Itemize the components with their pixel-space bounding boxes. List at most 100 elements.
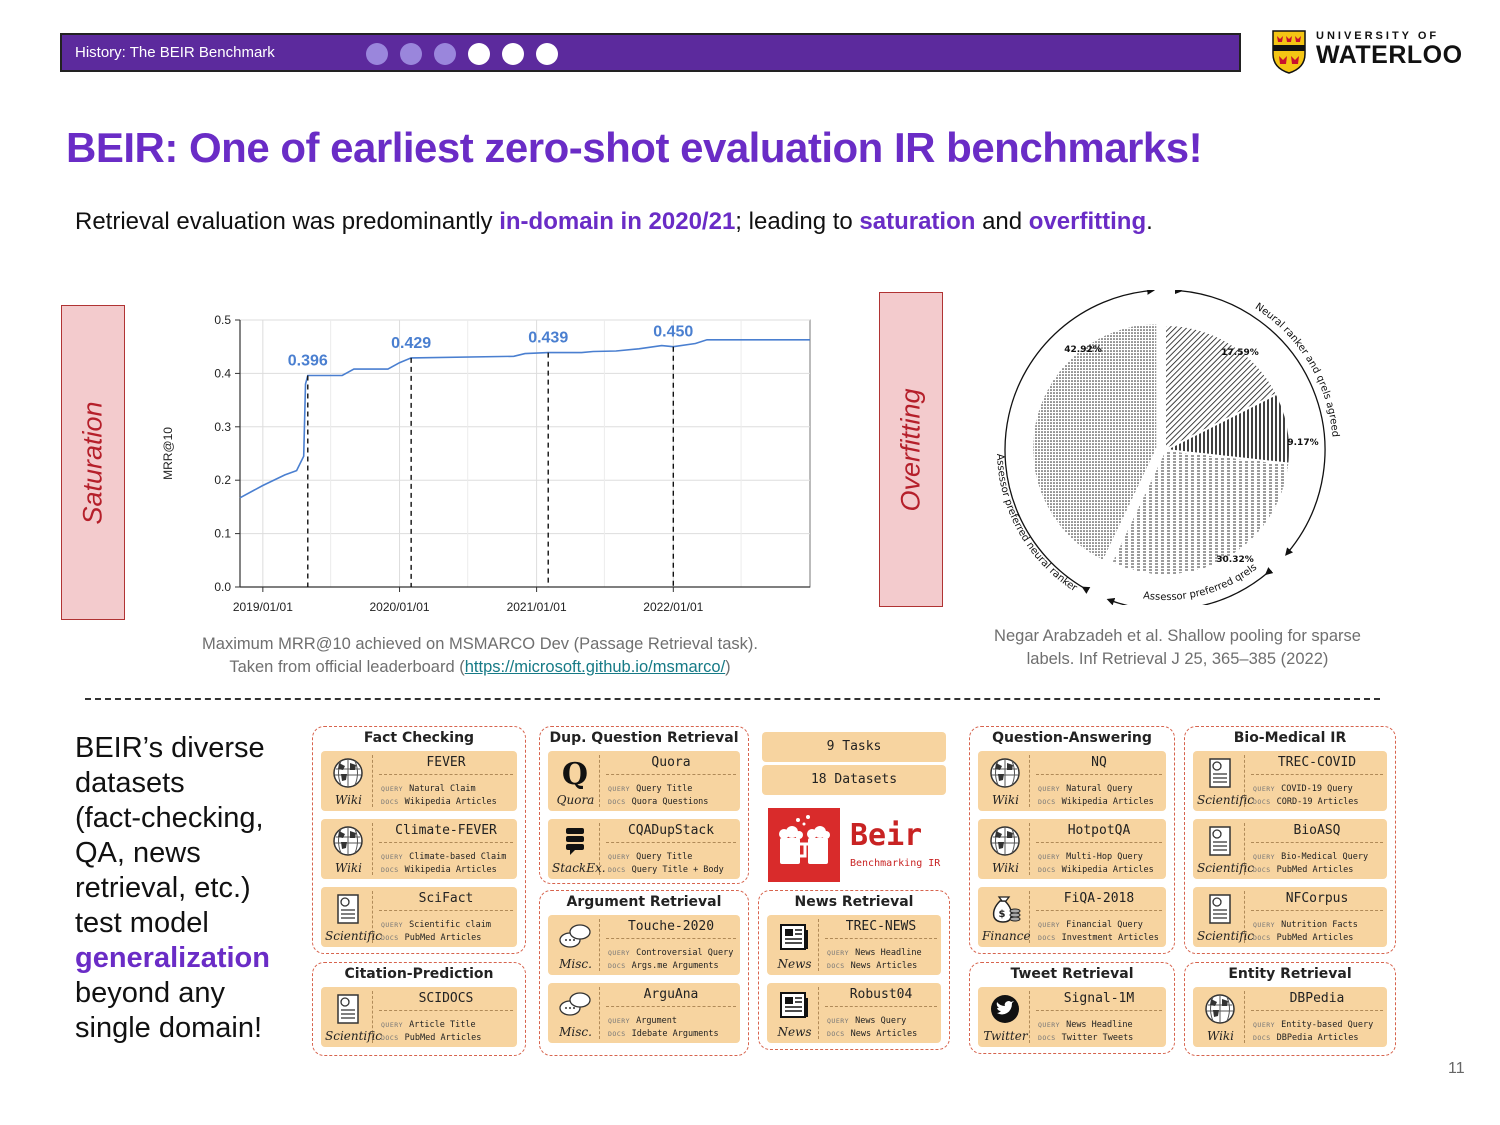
docs-tag: DOCS	[608, 962, 626, 970]
dataset-query: QUERY Natural Claim	[381, 784, 515, 794]
university-logo: UNIVERSITY OF WATERLOO	[1272, 28, 1472, 78]
dataset-name: Touche-2020	[606, 919, 736, 939]
x-tick-label: 2021/01/01	[507, 600, 567, 614]
dataset-query: QUERY Natural Query	[1038, 784, 1164, 794]
progress-dot	[434, 43, 456, 65]
dataset-source-label: Scientific	[1197, 861, 1254, 875]
dataset-group: News Retrieval News TREC-NEWS QUERY News Hea…	[758, 890, 950, 1050]
dataset-query: QUERY Climate-based Claim	[381, 852, 515, 862]
subtitle-text: Retrieval evaluation was predominantly	[75, 208, 500, 235]
dataset-name: TREC-NEWS	[825, 919, 937, 939]
query-value: Natural Query	[1066, 784, 1133, 794]
x-tick-label: 2019/01/01	[233, 600, 293, 614]
query-value: News Headline	[855, 948, 922, 958]
y-tick-label: 0.0	[214, 580, 231, 594]
dataset-source: Scientific	[1197, 755, 1254, 807]
section-divider	[85, 698, 1380, 700]
query-tag: QUERY	[1253, 853, 1276, 861]
dataset-group: Dup. Question Retrieval Q Quora Quora QUERY Q…	[539, 726, 749, 884]
dataset-group: Question-Answering Wiki NQ QUERY Natural Que…	[969, 726, 1175, 954]
docs-tag: DOCS	[827, 962, 845, 970]
dataset-name: DBPedia	[1251, 991, 1383, 1011]
query-tag: QUERY	[1038, 853, 1061, 861]
pooling-pie-chart: 17.59%9.17%30.32%42.92%Neural ranker and…	[994, 290, 1341, 605]
svg-text:$: $	[999, 909, 1006, 920]
docs-value: Investment Articles	[1061, 933, 1159, 943]
overfitting-box: Overfitting	[879, 292, 943, 607]
dataset-query: QUERY Scientific claim	[381, 920, 515, 930]
dataset-card: StackEx. CQADupStack QUERY Query Title DOCS Q…	[548, 819, 740, 879]
dataset-card: Wiki HotpotQA QUERY Multi-Hop Query DOCS Wiki…	[978, 819, 1166, 879]
chart-caption-line: Maximum MRR@10 achieved on MSMARCO Dev (…	[202, 635, 758, 653]
dataset-source-label: Scientific	[325, 1029, 382, 1043]
dataset-group: Citation-Prediction Scientific SCIDOCS QUER…	[312, 962, 526, 1056]
docs-value: Wikipedia Articles	[404, 865, 497, 875]
progress-dots	[366, 43, 558, 65]
docs-value: Args.me Arguments	[631, 961, 719, 971]
docs-value: Wikipedia Articles	[1061, 865, 1154, 875]
dataset-docs: DOCS Wikipedia Articles	[1038, 865, 1164, 875]
x-tick-label: 2020/01/01	[370, 600, 430, 614]
query-tag: QUERY	[608, 853, 631, 861]
saturation-box: Saturation	[61, 305, 125, 620]
docs-value: PubMed Articles	[1276, 865, 1354, 875]
dataset-source-label: Misc.	[559, 957, 592, 971]
y-tick-label: 0.5	[214, 313, 231, 327]
dataset-card: News TREC-NEWS QUERY News Headline DOCS News …	[767, 915, 941, 975]
pie-caption-line: labels. Inf Retrieval J 25, 365–385 (202…	[1026, 650, 1329, 668]
dataset-docs: DOCS Query Title + Body	[608, 865, 738, 875]
dataset-query: QUERY Controversial Query	[608, 948, 738, 958]
dataset-source: Q Quora	[552, 755, 600, 807]
query-tag: QUERY	[1038, 921, 1061, 929]
dataset-source-label: Wiki	[991, 793, 1020, 807]
dataset-docs: DOCS Wikipedia Articles	[381, 865, 515, 875]
dataset-source-label: Twitter	[983, 1029, 1028, 1043]
dataset-source: Scientific	[325, 891, 382, 943]
dataset-source-label: Wiki	[991, 861, 1020, 875]
docs-tag: DOCS	[381, 866, 399, 874]
query-value: Controversial Query	[636, 948, 734, 958]
dataset-group-title: Entity Retrieval	[1228, 966, 1352, 982]
dataset-group-title: Citation-Prediction	[344, 966, 494, 982]
query-tag: QUERY	[1253, 1021, 1276, 1029]
dataset-source: Scientific	[325, 991, 382, 1043]
dataset-card: Misc. Touche-2020 QUERY Controversial Query…	[548, 915, 740, 975]
annotation-label: 0.429	[391, 335, 431, 352]
dataset-docs: DOCS News Articles	[827, 961, 939, 971]
dataset-source: Wiki	[982, 755, 1030, 807]
y-axis-label: MRR@10	[161, 427, 175, 480]
y-tick-label: 0.1	[214, 527, 231, 541]
docs-tag: DOCS	[608, 866, 626, 874]
description-line: BEIR’s diverse	[75, 732, 265, 764]
docs-value: Twitter Tweets	[1061, 1033, 1134, 1043]
query-tag: QUERY	[381, 921, 404, 929]
query-value: Query Title	[636, 852, 693, 862]
query-tag: QUERY	[608, 785, 631, 793]
dataset-group: Bio-Medical IR Scientific TREC-COVID QUERY C…	[1184, 726, 1396, 954]
dataset-query: QUERY Article Title	[381, 1020, 515, 1030]
progress-dot	[400, 43, 422, 65]
dataset-docs: DOCS PubMed Articles	[1253, 933, 1385, 943]
dataset-docs: DOCS Twitter Tweets	[1038, 1033, 1164, 1043]
docs-value: PubMed Articles	[404, 1033, 482, 1043]
dataset-card: Scientific NFCorpus QUERY Nutrition Facts DO…	[1193, 887, 1387, 947]
dataset-query: QUERY News Query	[827, 1016, 939, 1026]
chart-caption: Maximum MRR@10 achieved on MSMARCO Dev (…	[150, 633, 810, 679]
leaderboard-link[interactable]: https://microsoft.github.io/msmarco/	[464, 658, 726, 676]
subtitle-highlight: in-domain in 2020/21	[499, 208, 736, 235]
query-value: Climate-based Claim	[409, 852, 507, 862]
dataset-name: TREC-COVID	[1251, 755, 1383, 775]
docs-tag: DOCS	[381, 798, 399, 806]
progress-dot	[502, 43, 524, 65]
description-line: datasets	[75, 767, 185, 799]
dataset-docs: DOCS PubMed Articles	[1253, 865, 1385, 875]
query-value: News Query	[855, 1016, 907, 1026]
docs-tag: DOCS	[827, 1030, 845, 1038]
pie-outer-arc	[1004, 290, 1155, 594]
section-title: History: The BEIR Benchmark	[75, 44, 275, 61]
dataset-source-label: StackEx.	[552, 861, 606, 875]
docs-value: Wikipedia Articles	[1061, 797, 1154, 807]
crest-icon	[1272, 30, 1306, 74]
query-value: Article Title	[409, 1020, 476, 1030]
query-value: Scientific claim	[409, 920, 491, 930]
